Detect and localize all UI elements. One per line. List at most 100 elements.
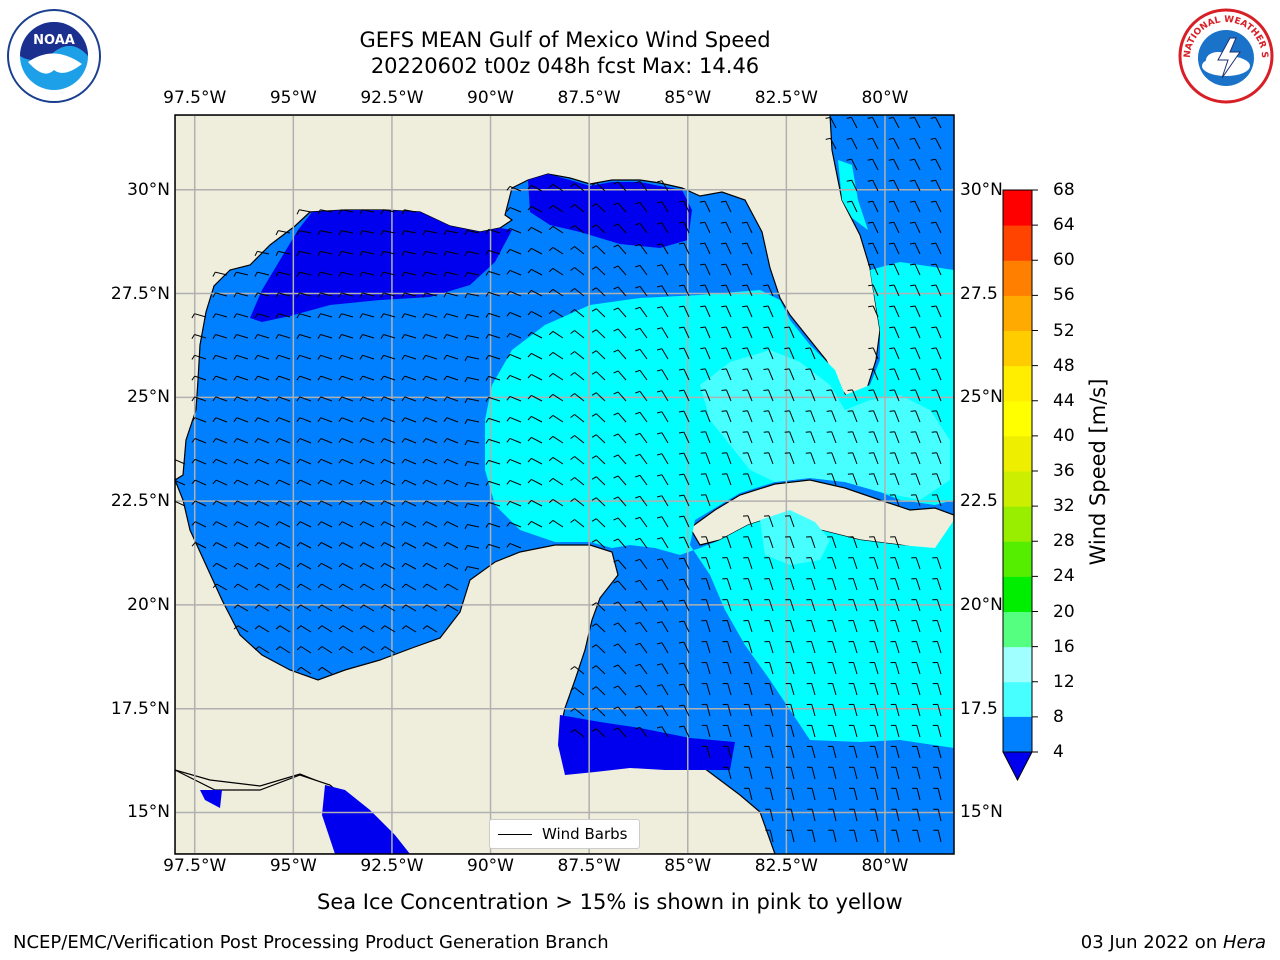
wind-barb (488, 270, 501, 276)
wind-barb (425, 500, 438, 507)
wind-barb (467, 251, 480, 255)
wind-barb-feather (317, 625, 323, 630)
wind-barb (574, 414, 585, 423)
wind-barb (831, 452, 837, 465)
wind-barb-feather (613, 391, 619, 395)
wind-barb (383, 230, 396, 234)
wind-barb (467, 230, 480, 234)
wind-barb (300, 625, 312, 633)
wind-barb (257, 438, 270, 444)
wind-barb-feather (359, 292, 363, 298)
wind-barb-feather (422, 251, 426, 257)
wind-barb (595, 392, 606, 402)
wind-barb-feather (635, 621, 641, 625)
wind-12-16-east-gulf (700, 350, 950, 500)
wind-barb-feather (678, 410, 684, 413)
wind-barb (509, 416, 522, 423)
wind-barb-feather (700, 473, 706, 475)
wind-barb-feather (847, 452, 853, 454)
wind-barb-feather (296, 334, 300, 340)
wind-barb (299, 334, 312, 339)
wind-barb-feather (635, 348, 641, 352)
wind-barb (639, 706, 648, 717)
wind-barb (552, 435, 564, 444)
wind-barb (894, 494, 900, 507)
wind-barb-feather (380, 458, 385, 464)
noaa-logo-icon: NOAA (6, 8, 102, 104)
wind-barb-feather (527, 206, 532, 211)
wind-barb-feather (338, 292, 342, 298)
wind-barb (790, 767, 795, 780)
wind-barb-feather (527, 248, 532, 253)
wind-barb (552, 498, 564, 507)
wind-barb-feather (464, 251, 468, 257)
wind-barb-feather (422, 230, 426, 236)
wind-barb (446, 375, 459, 381)
wind-barb (831, 536, 837, 549)
wind-barb-feather (422, 521, 427, 526)
wind-barb (574, 477, 585, 486)
wind-barb (748, 641, 753, 654)
calm-honduras-gulf (558, 715, 735, 775)
wind-barb (725, 347, 732, 360)
wind-barb-feather (338, 334, 342, 340)
wind-barb (425, 250, 438, 255)
wind-barb (404, 271, 417, 276)
wind-barb (832, 746, 837, 759)
wind-barb-feather (359, 458, 364, 464)
wind-barb (194, 500, 207, 507)
wind-barb-feather (613, 286, 619, 290)
wind-barb (467, 482, 480, 486)
wind-barb-feather (635, 558, 641, 562)
wind-barb (574, 729, 585, 738)
colorbar-tick-label: 40 (1053, 425, 1075, 446)
wind-barb (617, 202, 627, 213)
wind-barb (384, 562, 396, 570)
wind-barb (446, 354, 459, 360)
wind-barb (363, 562, 375, 570)
wind-barb (683, 620, 690, 633)
wind-barb-feather (443, 458, 448, 464)
wind-barb (831, 557, 837, 570)
wind-barb-feather (506, 417, 511, 422)
wind-barb-feather (464, 545, 468, 551)
wind-barb-feather (931, 347, 937, 350)
wind-barb (893, 242, 900, 255)
wind-barb (215, 292, 228, 297)
wind-barb-feather (254, 479, 259, 485)
wind-barb (893, 368, 900, 381)
wind-barb (937, 830, 942, 843)
wind-barb (552, 225, 564, 234)
wind-barb (299, 458, 312, 465)
colorbar-segment (1003, 435, 1032, 472)
wind-barb (639, 664, 648, 675)
wind-barb (488, 249, 501, 255)
wind-barb (895, 683, 900, 696)
lon-label-bottom: 90°W (467, 856, 515, 876)
wind-barb-feather (296, 458, 301, 464)
wind-barb (320, 292, 333, 297)
wind-barb (639, 181, 648, 192)
wind-barb (639, 307, 648, 318)
wind-barb-feather (570, 519, 575, 523)
wind-barb-feather (275, 396, 280, 402)
wind-barb-feather (275, 375, 280, 381)
wind-barb-feather (275, 271, 279, 277)
wind-barb-feather (422, 604, 428, 609)
wind-barb-feather (422, 334, 426, 340)
wind-barb-feather (678, 326, 684, 329)
wind-barb (552, 246, 564, 255)
wind-barb-feather (591, 245, 597, 249)
wind-barb (872, 117, 879, 129)
wind-barb-feather (317, 562, 322, 568)
wind-barb (935, 242, 942, 255)
wind-barb (769, 704, 774, 717)
wind-barb-feather (591, 518, 597, 522)
wind-barb (832, 809, 837, 822)
wind-barb-feather (380, 355, 385, 360)
wind-barb-feather (742, 263, 748, 266)
wind-barb-feather (527, 185, 532, 190)
wind-barb (278, 396, 291, 402)
wind-barb (873, 452, 879, 465)
wind-barb-feather (527, 227, 532, 232)
